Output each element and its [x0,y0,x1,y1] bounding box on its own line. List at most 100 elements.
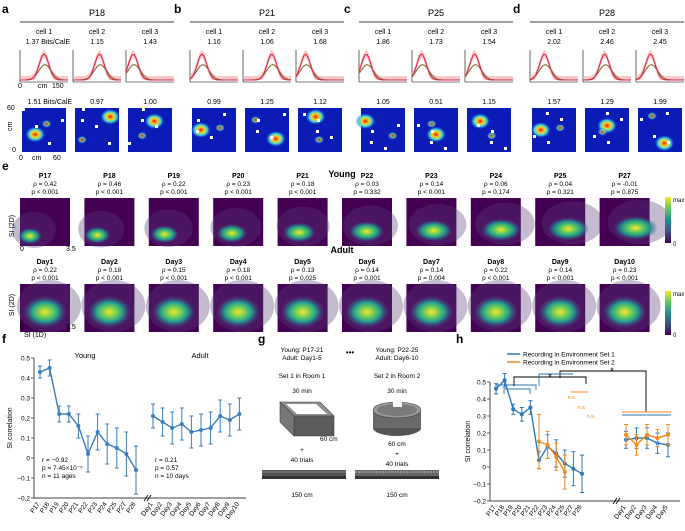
panel-letter-b: b [174,2,181,16]
young-series-point [95,430,100,434]
cell-label: cell 1 [546,29,562,36]
axis-break [146,494,152,502]
y-tick-label: −0.1 [473,482,486,489]
density-blob [345,296,389,328]
g-right-text-2: Adult: Day6-10 [376,355,419,362]
cell-label: cell 3 [312,29,328,36]
density-p: p < 0.001 [31,189,59,196]
rate-map-hotspot [426,126,446,143]
y-tick-label: 0.1 [21,436,30,443]
panel-letter-d: d [513,2,520,16]
y-tick-label: 0.2 [477,431,486,438]
h-series-0-young-point [502,378,507,383]
density-rho: ρ = 0.23 [226,181,250,188]
cell-label: cell 2 [599,29,615,36]
rate-map-unvisited [81,119,84,122]
rate-map-hotspot [215,123,226,132]
density-blob [151,296,196,328]
tuning-curve-set-b [583,53,631,81]
rate-map-hotspot [555,123,566,132]
rate-map-unvisited [197,119,200,122]
y-axis-label: SI correlation [7,407,14,448]
young-title: Young [75,351,96,360]
y-tick-label: 0 [26,456,30,463]
density-title: P27 [618,173,631,180]
group-title: P21 [259,8,275,18]
h-series-0-young-point [571,466,576,471]
rate-map-unvisited [128,142,131,145]
sig-bracket [503,388,531,394]
rate-map [245,108,289,152]
axis-break [612,497,618,505]
rate-map-unvisited [384,147,387,150]
rate-map-hotspot [190,122,211,138]
cell-bits-tuning: 1.16 [207,39,221,46]
young-series-point [124,452,129,456]
square-arena-icon [279,401,335,437]
rate-map-unvisited [607,141,610,144]
g-right-duration: 30 min [387,388,407,395]
density-title: P19 [168,173,181,180]
colorbar-adult-min: 0 [673,333,677,339]
rate-map-unvisited [141,119,144,122]
cell-bits-tuning: 1.68 [313,39,327,46]
density-rho: ρ = 0.03 [355,181,379,188]
h-series-0-young-point [580,471,584,476]
cell-bits-tuning: 2.02 [547,39,561,46]
cell-bits-tuning: 1.15 [90,39,104,46]
density-p: p < 0.001 [611,275,639,282]
density-rho: ρ = 0.22 [162,181,186,188]
rate-map [467,108,511,152]
stats-adult: r = 0.21 [155,457,178,464]
sig-bracket [538,373,573,386]
rate-map-unvisited [257,119,260,122]
cell-label: cell 3 [652,29,668,36]
e-adult-ylabel: SI (2D) [9,294,16,316]
density-p: p < 0.001 [96,275,124,282]
density-title: Day2 [101,259,118,266]
density-title: P22 [361,173,374,180]
cell-bits-map: 1.57 [547,99,561,106]
rate-map-unvisited [371,130,374,133]
panel-letter-e: e [2,159,9,173]
cell-label: cell 2 [89,29,105,36]
density-p: p < 0.001 [160,275,188,282]
rate-map-unvisited [431,130,434,133]
sig-bracket [513,376,587,386]
rate-map-hotspot [597,127,608,136]
panel-a-axes: 0 cm 150 60 cm 0 0 cm 60 [7,83,64,162]
tuning-curve-set-b [243,53,291,81]
cell-bits-tuning: 1.37 Bits/CalE [26,39,71,46]
density-rho: ρ = 0.14 [355,267,379,274]
rate-map-unvisited [48,142,51,145]
sig-bracket [559,370,647,412]
cell-bits-tuning: 2.46 [600,39,614,46]
rate-map-unvisited [547,141,550,144]
rate-map-hotspot [265,130,286,147]
map-y-bottom: 0 [12,147,16,154]
tuning-curve-set-b [189,53,238,81]
adult-series-point [179,422,184,426]
rate-map-unvisited [397,124,400,127]
density-title: Day5 [294,259,311,266]
tuning-band [583,50,631,80]
colorbar-adult [665,291,671,335]
adult-series-point [208,426,213,430]
density-rho: ρ = 0.18 [291,181,315,188]
stats-adult: n = 10 days [155,473,190,480]
axis-break [615,497,621,505]
rate-map-unvisited [444,147,447,150]
density-blob [280,296,325,328]
adult-series-point [227,418,232,422]
density-p: p = 0.875 [611,189,639,196]
cell-bits-map: 0.97 [90,99,104,106]
tuning-x-max: 150 [52,83,64,90]
rate-map-unvisited [95,125,98,128]
density-p: p = 0.321 [547,189,575,196]
h-series-0-young-point [511,407,516,412]
y-tick-label: 0.5 [477,380,486,387]
density-rho: ρ = 0.22 [484,267,508,274]
tuning-band [20,50,68,80]
y-tick-label: 0.3 [477,414,486,421]
